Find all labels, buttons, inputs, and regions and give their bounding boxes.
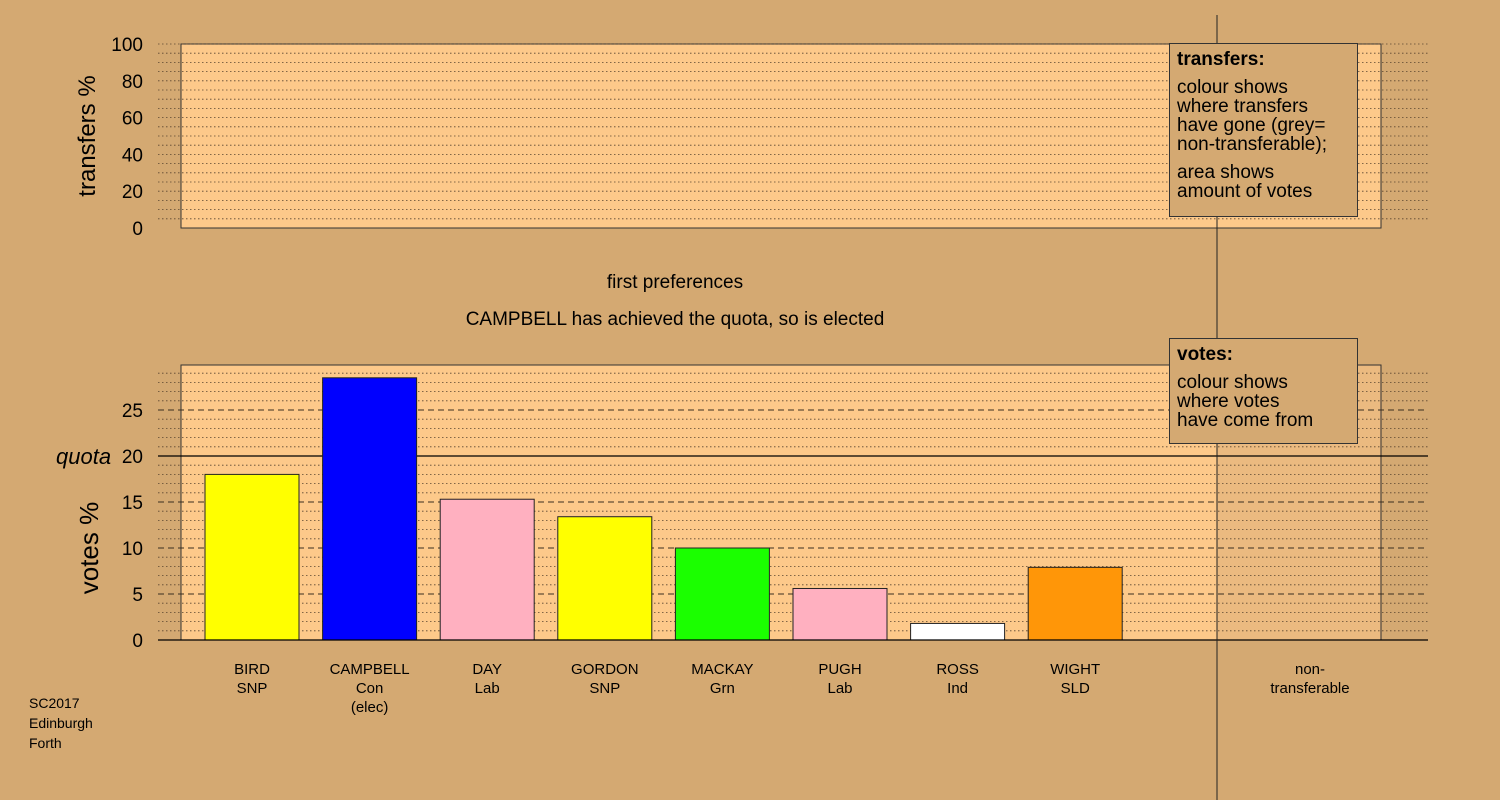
votes-legend-line: have come from (1177, 410, 1314, 431)
bar-gordon (557, 516, 653, 641)
transfers-tick-label: 0 (132, 219, 143, 240)
candidate-name-label: PUGH (818, 661, 861, 678)
candidate-name-label: WIGHT (1050, 661, 1100, 678)
candidate-name-label: ROSS (936, 661, 979, 678)
candidate-party-label: Con (356, 680, 384, 697)
nontransferable-label: transferable (1270, 680, 1349, 697)
votes-tick-label: 10 (122, 539, 143, 560)
bar-campbell (322, 377, 418, 641)
candidate-status-label: (elec) (351, 699, 389, 716)
votes-legend-line: colour shows (1177, 372, 1288, 393)
transfers-y-axis-label: transfers % (74, 75, 101, 196)
transfers-tick-label: 20 (122, 182, 143, 203)
candidate-party-label: Lab (475, 680, 500, 697)
candidate-name-label: CAMPBELL (330, 661, 410, 678)
votes-tick-label: 15 (122, 493, 143, 514)
stage-label: first preferences (607, 272, 743, 293)
transfers-tick-label: 60 (122, 109, 143, 130)
candidate-party-label: SNP (237, 680, 268, 697)
bar-mackay (674, 547, 770, 641)
bar-wight (1027, 566, 1123, 641)
transfers-tick-label: 80 (122, 72, 143, 93)
candidate-party-label: SNP (589, 680, 620, 697)
quota-label: quota (56, 444, 111, 469)
candidate-party-label: Grn (710, 680, 735, 697)
candidate-party-label: SLD (1061, 680, 1090, 697)
bar-ross (910, 622, 1006, 641)
footnote-ward: Forth (29, 735, 62, 751)
candidate-name-label: BIRD (234, 661, 270, 678)
votes-legend-line: where votes (1177, 391, 1280, 412)
transfers-legend: transfers: colour shows where transfers … (1169, 43, 1358, 217)
transfers-legend-line: have gone (grey= (1177, 115, 1326, 136)
bar-day (439, 498, 535, 641)
transfers-legend-line: colour shows (1177, 77, 1288, 98)
candidate-name-label: DAY (472, 661, 502, 678)
transfers-legend-line: where transfers (1177, 96, 1308, 117)
transfers-legend-title: transfers: (1177, 49, 1265, 70)
footnote-council: Edinburgh (29, 715, 93, 731)
candidate-name-label: MACKAY (691, 661, 753, 678)
transfers-legend-line: area shows (1177, 162, 1275, 183)
votes-tick-label: 20 (122, 447, 143, 468)
bar-pugh (792, 587, 888, 641)
votes-tick-label: 0 (132, 631, 143, 652)
candidate-party-label: Ind (947, 680, 968, 697)
footnote-election: SC2017 (29, 695, 80, 711)
status-line: CAMPBELL has achieved the quota, so is e… (466, 309, 885, 330)
election-footnote: SC2017 Edinburgh Forth (29, 693, 93, 753)
transfers-tick-label: 40 (122, 145, 143, 166)
votes-legend: votes: colour shows where votes have com… (1169, 338, 1358, 444)
transfers-tick-label: 100 (111, 35, 143, 56)
candidate-party-label: Lab (827, 680, 852, 697)
transfers-legend-line: amount of votes (1177, 181, 1313, 202)
votes-y-axis-label: votes % (74, 502, 104, 595)
transfers-legend-line: non-transferable); (1177, 134, 1327, 155)
nontransferable-label: non- (1295, 661, 1325, 678)
votes-tick-label: 25 (122, 401, 143, 422)
bar-bird (204, 473, 300, 641)
candidate-name-label: GORDON (571, 661, 639, 678)
votes-tick-label: 5 (132, 585, 143, 606)
votes-legend-title: votes: (1177, 344, 1233, 365)
